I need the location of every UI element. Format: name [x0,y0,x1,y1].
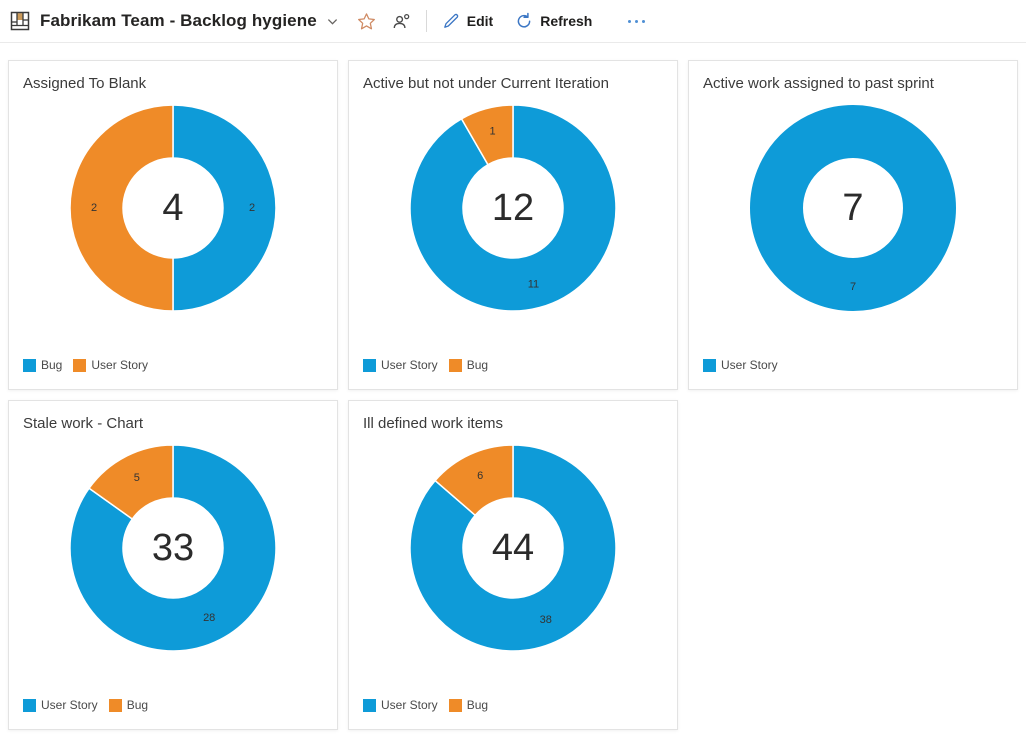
favorite-button[interactable] [355,10,378,33]
legend-swatch [363,698,376,712]
edit-label: Edit [466,13,494,29]
widget-title: Ill defined work items [363,415,504,432]
widget-title: Active but not under Current Iteration [363,75,609,92]
legend-label: Bug [466,698,489,712]
dashboard-icon-filled-tile [17,13,23,20]
widget-card-stale-work[interactable]: Stale work - Chart 28 5 33 User Story Bug [8,400,338,730]
toolbar-divider [425,10,427,32]
donut-chart-area: 38 6 44 [349,442,677,654]
legend-label: User Story [41,698,98,712]
chart-legend: User Story [703,358,789,372]
legend-label: User Story [381,698,438,712]
dashboard-grid-icon [10,11,30,31]
donut-segment-bug[interactable] [88,444,174,520]
donut-chart: 28 5 33 [69,444,277,652]
chart-legend: User Story Bug [363,358,499,372]
audience-button[interactable] [390,10,413,33]
chevron-down-icon [326,15,339,28]
segment-value-label: 2 [91,202,97,214]
donut-segment-user-story[interactable] [69,444,277,652]
legend-item: Bug [448,698,489,712]
segment-value-label: 28 [203,612,215,624]
legend-label: Bug [41,358,63,372]
donut-segment-bug[interactable] [460,104,514,166]
dashboard-grid: Assigned To Blank 2 2 4 Bug User Story Act… [0,43,1026,737]
people-icon [392,12,411,31]
legend-swatch [703,358,716,372]
segment-value-label: 7 [850,281,856,293]
segment-value-label: 6 [477,470,483,482]
widget-title: Stale work - Chart [23,415,144,432]
legend-label: User Story [381,358,438,372]
donut-total-count: 12 [492,187,534,229]
donut-segment-user-story[interactable] [750,105,956,311]
legend-item: User Story [23,698,98,712]
legend-swatch [108,698,122,712]
donut-segment-user-story[interactable] [409,104,617,312]
legend-label: User Story [721,358,778,372]
star-icon [357,12,376,31]
legend-item: User Story [703,358,778,372]
legend-item: Bug [448,358,489,372]
legend-item: Bug [23,358,62,372]
donut-total-count: 7 [842,187,863,229]
legend-swatch [363,358,376,372]
refresh-label: Refresh [540,13,593,29]
donut-chart-area: 11 1 12 [349,102,677,314]
segment-value-label: 38 [540,614,552,626]
more-options-icon [628,19,646,23]
legend-swatch [23,698,36,712]
chart-legend: Bug User Story [23,358,159,372]
legend-item: User Story [73,358,148,372]
legend-item: Bug [108,698,149,712]
legend-item: User Story [363,698,438,712]
widget-card-assigned-to-blank[interactable]: Assigned To Blank 2 2 4 Bug User Story [8,60,338,390]
more-options-button[interactable] [626,16,647,27]
legend-swatch [448,698,462,712]
edit-button[interactable]: Edit [440,8,495,34]
legend-item: User Story [363,358,438,372]
segment-value-label: 5 [134,472,140,484]
legend-label: Bug [126,698,149,712]
donut-segment-user-story[interactable] [69,104,174,312]
widget-title: Assigned To Blank [23,75,147,92]
donut-chart: 77 [750,105,956,311]
dashboard-switcher[interactable]: Fabrikam Team - Backlog hygiene [40,11,339,31]
refresh-icon [515,12,533,30]
donut-chart-area: 2 2 4 [9,102,337,314]
dashboard-header: Fabrikam Team - Backlog hygiene [0,0,1026,43]
donut-chart: 38 6 44 [409,444,617,652]
legend-swatch [448,358,462,372]
donut-total-count: 44 [492,527,534,569]
chart-legend: User Story Bug [363,698,499,712]
legend-label: User Story [91,358,149,372]
legend-swatch [23,358,36,372]
donut-segment-user-story[interactable] [409,444,617,652]
donut-total-count: 33 [152,527,194,569]
refresh-button[interactable]: Refresh [513,8,594,34]
donut-segment-bug[interactable] [172,104,277,312]
legend-label: Bug [466,358,489,372]
widget-card-ill-defined-work-items[interactable]: Ill defined work items 38 6 44 User Story … [348,400,678,730]
segment-value-label: 2 [249,202,255,214]
donut-chart: 2 2 4 [69,104,277,312]
widget-card-active-not-current-iteration[interactable]: Active but not under Current Iteration 1… [348,60,678,390]
legend-swatch [73,358,87,372]
widget-title: Active work assigned to past sprint [703,75,934,92]
segment-value-label: 1 [490,126,496,138]
edit-pencil-icon [442,12,460,30]
donut-total-count: 4 [162,187,183,229]
page-title: Fabrikam Team - Backlog hygiene [40,11,317,30]
donut-segment-bug[interactable] [434,444,514,517]
donut-chart-area: 28 5 33 [9,442,337,654]
segment-value-label: 11 [528,278,539,290]
chart-legend: User Story Bug [23,698,159,712]
